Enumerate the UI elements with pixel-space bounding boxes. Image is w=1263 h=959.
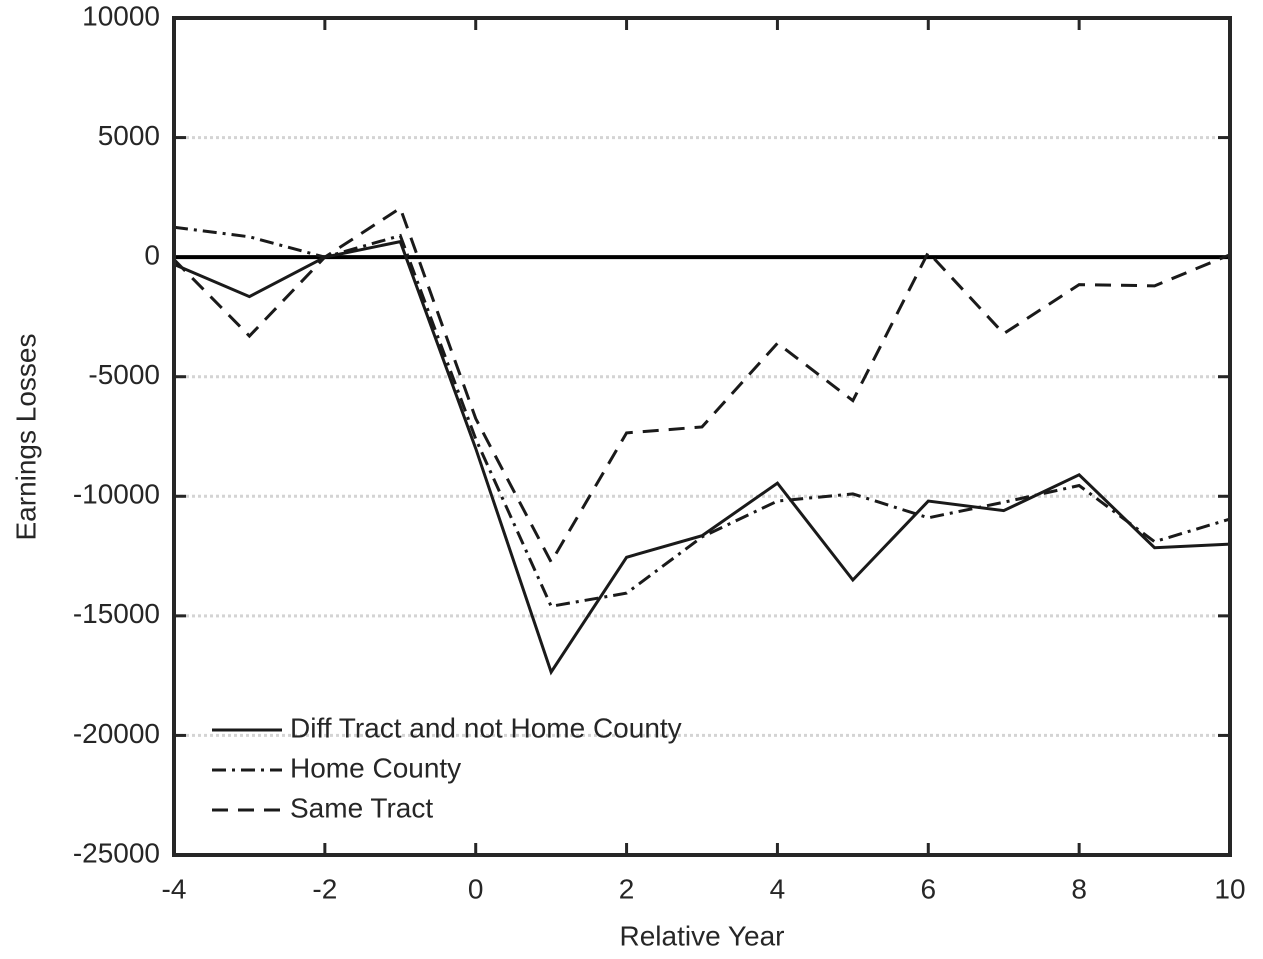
y-tick-label: -25000	[73, 837, 160, 868]
y-tick-label: 0	[144, 240, 160, 271]
x-tick-label: 0	[468, 873, 484, 904]
plot-frame	[172, 16, 1232, 857]
series-line	[172, 205, 1231, 566]
y-tick-label: -5000	[88, 359, 160, 390]
x-tick-label: 2	[619, 873, 635, 904]
y-tick-label: -20000	[73, 718, 160, 749]
x-tick-label: 8	[1071, 873, 1087, 904]
x-tick-label: 6	[920, 873, 936, 904]
legend-label: Home County	[290, 752, 461, 783]
x-tick-label: 4	[770, 873, 786, 904]
x-tick-label: -4	[162, 873, 187, 904]
y-tick-label: -15000	[73, 598, 160, 629]
series-line	[173, 225, 1231, 608]
x-tick-label: -2	[312, 873, 337, 904]
legend: Diff Tract and not Home County Home Count…	[212, 712, 682, 823]
legend-label: Diff Tract and not Home County	[290, 712, 682, 743]
x-axis-label: Relative Year	[619, 920, 784, 951]
legend-label: Same Tract	[290, 792, 433, 823]
series-line	[173, 239, 1231, 676]
y-tick-label: -10000	[73, 479, 160, 510]
y-axis-label: Earnings Losses	[10, 333, 41, 540]
y-tick-label: 10000	[82, 0, 160, 31]
y-tick-label: 5000	[98, 120, 160, 151]
x-tick-label: 10	[1214, 873, 1245, 904]
